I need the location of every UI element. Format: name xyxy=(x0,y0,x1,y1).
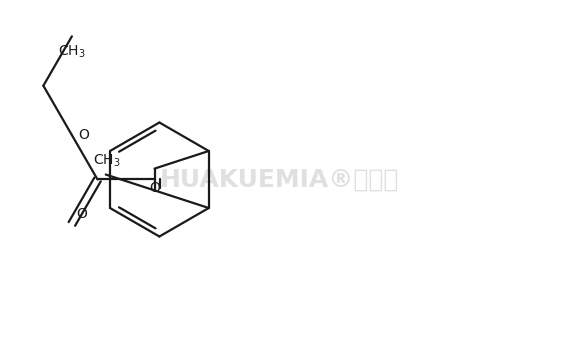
Text: O: O xyxy=(77,207,87,221)
Text: O: O xyxy=(149,181,160,195)
Text: CH$_3$: CH$_3$ xyxy=(93,153,121,169)
Text: O: O xyxy=(78,128,89,142)
Text: CH$_3$: CH$_3$ xyxy=(58,43,85,60)
Text: HUAKUEMIA®化学加: HUAKUEMIA®化学加 xyxy=(159,168,399,191)
